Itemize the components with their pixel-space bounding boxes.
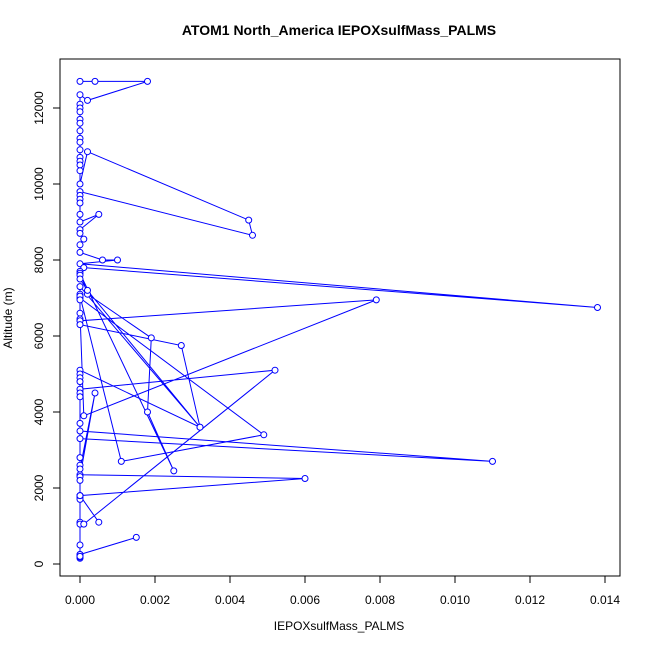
data-point <box>76 248 84 256</box>
data-point <box>76 127 84 135</box>
x-axis-label: IEPOXsulfMass_PALMS <box>274 619 405 633</box>
data-point <box>132 533 140 541</box>
y-tick-label: 10000 <box>32 167 46 201</box>
data-point <box>144 77 151 85</box>
data-point <box>91 389 99 397</box>
x-tick-label: 0.004 <box>215 593 245 607</box>
data-point <box>594 304 601 311</box>
data-point <box>91 77 99 85</box>
data-point <box>76 541 84 549</box>
data-point <box>76 210 84 218</box>
data-point <box>177 342 185 349</box>
y-axis: 0 2000 4000 6000 8000 10000 12000 <box>32 91 61 567</box>
data-point <box>76 199 84 207</box>
data-point <box>76 161 84 169</box>
y-tick-label: 0 <box>32 560 46 567</box>
data-point <box>144 408 151 416</box>
x-axis: 0.000 0.002 0.004 0.006 0.008 0.010 0.012 0.014 <box>65 575 620 607</box>
data-point <box>196 423 204 431</box>
data-point <box>76 241 84 249</box>
data-point <box>76 138 84 146</box>
data-point <box>95 210 103 218</box>
data-point <box>76 296 84 304</box>
x-tick-label: 0.002 <box>140 593 170 607</box>
data-point <box>80 520 88 528</box>
data-point <box>80 235 88 243</box>
y-axis-label: Altitude (m) <box>1 287 15 348</box>
data-point <box>245 216 253 224</box>
y-tick-label: 12000 <box>32 91 46 125</box>
data-point <box>76 552 84 560</box>
data-point <box>76 229 84 237</box>
data-point <box>76 309 84 317</box>
data-point <box>489 457 496 465</box>
data-point <box>76 454 84 462</box>
data-point <box>76 435 84 443</box>
x-tick-label: 0.008 <box>365 593 395 607</box>
data-point <box>76 218 84 226</box>
data-point <box>84 286 91 294</box>
data-point <box>76 393 84 401</box>
data-point <box>76 321 84 329</box>
x-tick-label: 0.010 <box>440 593 470 607</box>
data-point <box>84 148 91 156</box>
plot-area <box>59 58 621 577</box>
y-tick-label: 6000 <box>32 322 46 349</box>
data-point <box>76 465 84 473</box>
data-point <box>114 256 121 264</box>
data-point <box>76 378 84 386</box>
data-point <box>76 275 84 283</box>
data-point <box>76 119 84 127</box>
data-point <box>99 256 106 264</box>
data-point <box>76 91 84 99</box>
x-tick-label: 0.000 <box>65 593 95 607</box>
series-layer <box>76 77 601 562</box>
data-point <box>301 475 309 482</box>
y-tick-label: 2000 <box>32 474 46 501</box>
x-tick-label: 0.012 <box>515 593 545 607</box>
data-point <box>76 419 84 427</box>
data-point <box>117 457 125 465</box>
data-point <box>76 108 84 116</box>
series-line <box>79 80 598 559</box>
y-tick-label: 8000 <box>32 246 46 273</box>
data-point <box>76 492 84 500</box>
data-point <box>76 77 84 85</box>
data-point <box>249 231 256 239</box>
data-point <box>95 518 103 526</box>
data-point <box>76 476 84 484</box>
x-tick-label: 0.006 <box>290 593 320 607</box>
data-point <box>80 412 88 420</box>
data-point <box>76 283 84 291</box>
data-point <box>76 167 84 175</box>
data-point <box>76 180 84 188</box>
x-tick-label: 0.014 <box>590 593 620 607</box>
chart-title: ATOM1 North_America IEPOXsulfMass_PALMS <box>182 22 496 38</box>
data-point <box>372 296 380 304</box>
data-point <box>271 366 279 374</box>
data-point <box>76 427 84 435</box>
data-point <box>260 431 268 439</box>
data-point <box>76 146 84 154</box>
y-tick-label: 4000 <box>32 398 46 425</box>
data-point <box>147 334 155 342</box>
data-point <box>170 467 178 475</box>
data-point <box>84 96 91 104</box>
